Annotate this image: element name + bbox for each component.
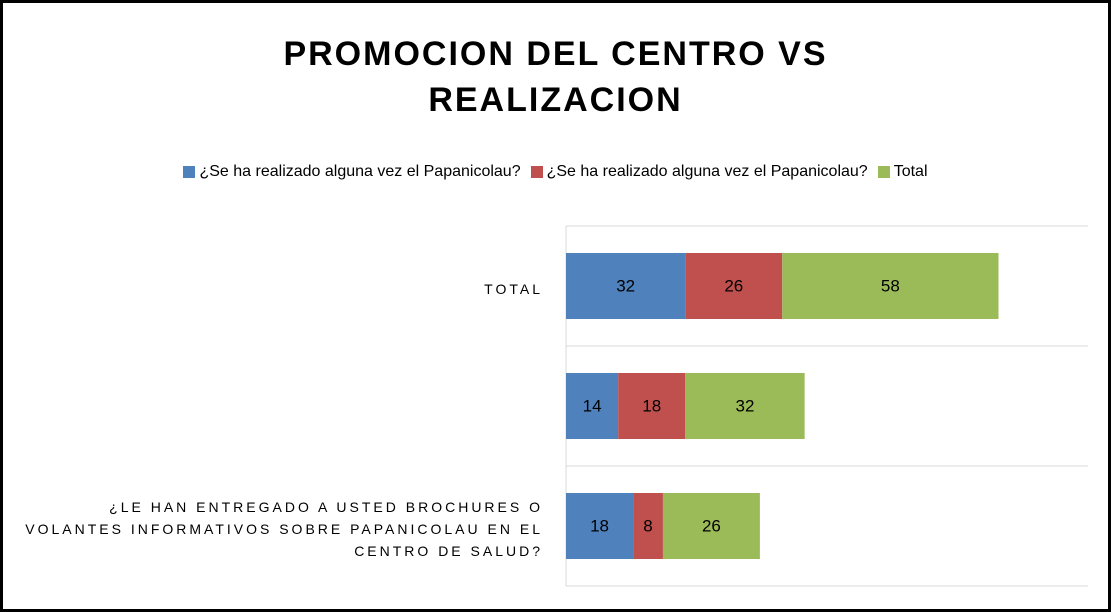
legend-item: ¿Se ha realizado alguna vez el Papanicol…	[530, 163, 868, 181]
title-box: PROMOCION DEL CENTRO VS REALIZACION	[3, 31, 1108, 123]
bar-segment	[685, 373, 805, 439]
data-label: 32	[736, 396, 755, 415]
legend-swatch	[877, 166, 890, 178]
legend-item: Total	[877, 163, 928, 181]
data-label: 18	[642, 396, 661, 415]
data-label: 26	[702, 516, 721, 535]
bar-segment	[782, 253, 999, 319]
legend: ¿Se ha realizado alguna vez el Papanicol…	[3, 163, 1108, 181]
bar-segment	[633, 493, 663, 559]
bar-segment	[566, 373, 619, 439]
data-label: 58	[881, 276, 900, 295]
legend-swatch	[183, 166, 196, 178]
plot: 32 26 58 14 18 32 18 8 26	[565, 225, 1088, 587]
legend-label: ¿Se ha realizado alguna vez el Papanicol…	[546, 163, 868, 180]
data-label: 32	[616, 276, 635, 295]
bar-segment	[566, 493, 634, 559]
category-label: ¿LE HAN ENTREGADO A USTED BROCHURES O VO…	[25, 499, 543, 559]
data-label: 14	[583, 396, 602, 415]
bar-segment	[662, 493, 760, 559]
category-label: TOTAL	[484, 281, 543, 297]
data-label: 26	[724, 276, 743, 295]
data-label: 8	[643, 516, 652, 535]
bar-segment	[685, 253, 783, 319]
bar-segment	[566, 253, 686, 319]
legend-item: ¿Se ha realizado alguna vez el Papanicol…	[183, 163, 521, 181]
bar-segment	[618, 373, 686, 439]
legend-swatch	[530, 166, 543, 178]
legend-label: Total	[893, 163, 928, 180]
data-label: 18	[590, 516, 609, 535]
chart-title: PROMOCION DEL CENTRO VS REALIZACION	[283, 35, 828, 119]
legend-label: ¿Se ha realizado alguna vez el Papanicol…	[199, 163, 521, 180]
